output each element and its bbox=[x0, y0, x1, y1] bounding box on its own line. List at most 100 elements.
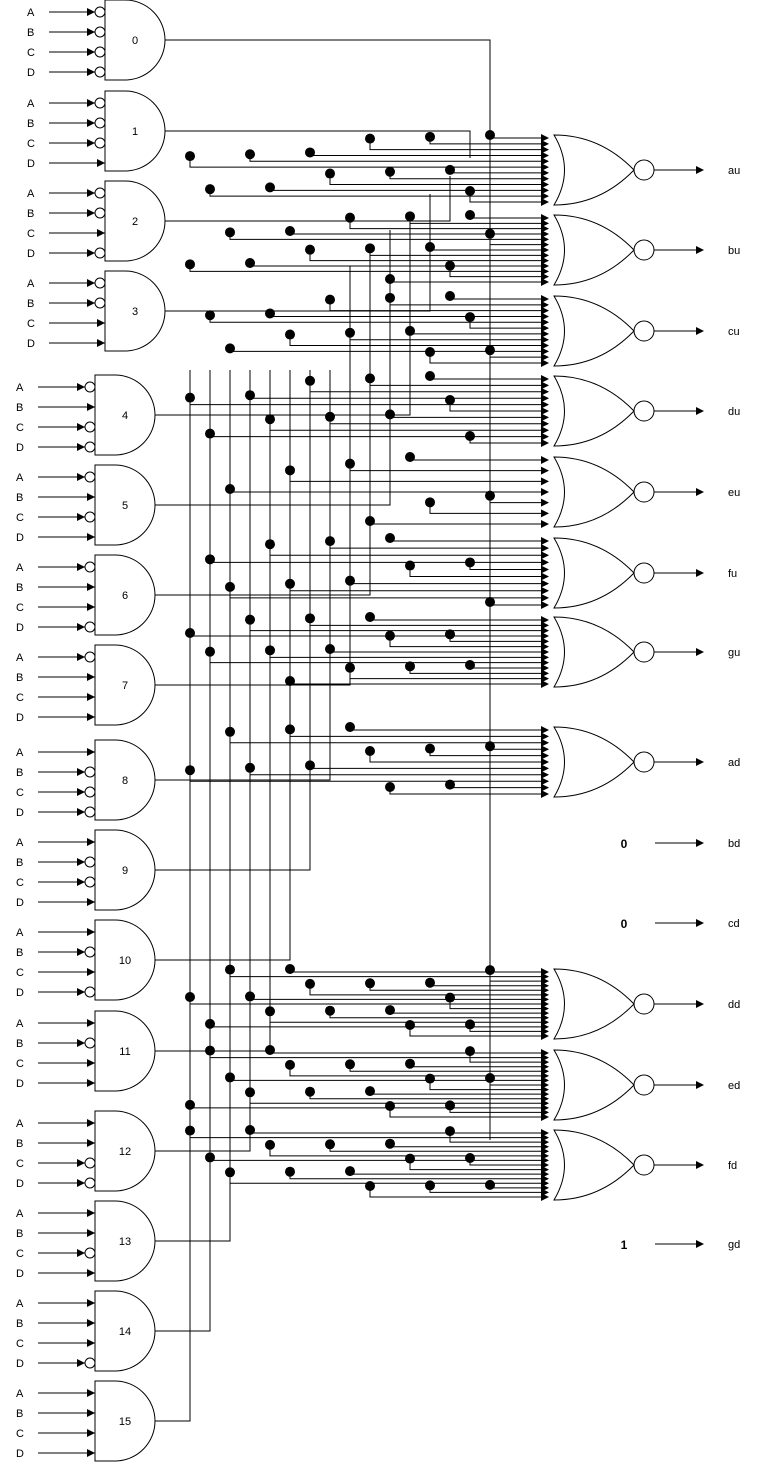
fan-in-arrowhead bbox=[541, 145, 549, 154]
and-gate-label-5: 5 bbox=[122, 500, 128, 512]
fan-in-wire bbox=[389, 414, 548, 418]
output-label-du: du bbox=[728, 406, 740, 418]
junction-dot bbox=[425, 743, 435, 754]
junction-dot bbox=[365, 243, 375, 254]
junction-dot bbox=[425, 371, 435, 381]
fan-in-arrowhead bbox=[541, 509, 549, 518]
fan-in-arrowhead bbox=[541, 544, 549, 553]
input-arrowhead bbox=[77, 443, 85, 451]
fan-in-arrowhead bbox=[541, 601, 549, 609]
nor-gate-fd bbox=[553, 1129, 635, 1201]
junction-dot bbox=[485, 741, 495, 752]
junction-dot bbox=[285, 676, 295, 686]
inversion-bubble bbox=[84, 1247, 96, 1259]
nor-gate-bu bbox=[553, 214, 635, 286]
nor-bubble-ed bbox=[633, 1074, 655, 1096]
fan-in-arrowhead bbox=[541, 758, 549, 766]
input-label-c: C bbox=[16, 967, 24, 979]
and-gate-label-8: 8 bbox=[122, 775, 128, 787]
and-gate-label-1: 1 bbox=[132, 126, 138, 138]
input-label-c: C bbox=[27, 138, 35, 150]
fan-in-arrowhead bbox=[541, 419, 549, 428]
input-label-c: C bbox=[16, 422, 24, 434]
junction-dot bbox=[265, 539, 275, 550]
fan-in-arrowhead bbox=[541, 235, 549, 244]
fan-in-wire bbox=[229, 232, 548, 240]
input-label-c: C bbox=[16, 512, 24, 524]
input-label-a: A bbox=[16, 747, 24, 759]
input-label-c: C bbox=[16, 1158, 24, 1170]
junction-dot bbox=[405, 1020, 415, 1030]
and-gate-label-10: 10 bbox=[119, 955, 131, 967]
fan-in-wire bbox=[189, 264, 548, 272]
fan-in-wire bbox=[309, 618, 548, 626]
input-arrowhead bbox=[87, 189, 95, 197]
fan-in-wire bbox=[409, 666, 548, 674]
input-arrowhead bbox=[87, 1139, 95, 1147]
input-label-d: D bbox=[16, 897, 24, 909]
junction-dot bbox=[465, 1046, 475, 1057]
fan-in-wire bbox=[489, 746, 548, 750]
inversion-bubble bbox=[94, 26, 106, 38]
junction-dot bbox=[485, 228, 495, 239]
and-gate-label-6: 6 bbox=[122, 590, 128, 602]
input-arrowhead bbox=[87, 1299, 95, 1307]
fan-in-arrowhead bbox=[541, 751, 549, 760]
fan-in-wire bbox=[209, 1023, 548, 1028]
fan-in-arrowhead bbox=[541, 335, 549, 344]
fan-in-arrowhead bbox=[541, 593, 549, 602]
fan-in-arrowhead bbox=[541, 347, 549, 356]
output-label-gd: gd bbox=[728, 1239, 740, 1251]
nor-gate-fu bbox=[553, 537, 635, 609]
input-label-b: B bbox=[16, 1318, 23, 1330]
junction-dot bbox=[385, 533, 395, 543]
junction-dot bbox=[245, 762, 255, 773]
junction-dot bbox=[485, 965, 495, 976]
nor-bubble-dd bbox=[633, 993, 655, 1015]
fan-in-wire bbox=[489, 1184, 548, 1189]
inversion-bubble bbox=[84, 471, 96, 483]
fan-in-arrowhead bbox=[541, 240, 549, 249]
junction-dot bbox=[245, 1087, 255, 1098]
input-arrowhead bbox=[87, 693, 95, 701]
and-gate-0 bbox=[104, 0, 166, 81]
inversion-bubble bbox=[84, 1177, 96, 1189]
fan-in-wire bbox=[369, 1091, 548, 1095]
fan-in-wire bbox=[309, 1091, 548, 1100]
output-arrowhead bbox=[696, 648, 704, 656]
input-label-b: B bbox=[16, 947, 23, 959]
input-arrowhead bbox=[77, 858, 85, 866]
junction-dot bbox=[185, 151, 195, 162]
fan-in-arrowhead bbox=[541, 256, 549, 265]
input-label-d: D bbox=[16, 532, 24, 544]
input-label-b: B bbox=[16, 1138, 23, 1150]
fan-in-arrowhead bbox=[541, 777, 549, 786]
input-arrowhead bbox=[77, 768, 85, 776]
fan-in-arrowhead bbox=[541, 642, 549, 651]
input-arrowhead bbox=[87, 1449, 95, 1457]
junction-dot bbox=[485, 1073, 495, 1083]
input-arrowhead bbox=[87, 1079, 95, 1087]
input-label-b: B bbox=[16, 767, 23, 779]
input-label-a: A bbox=[16, 652, 24, 664]
junction-dot bbox=[185, 1099, 195, 1110]
input-arrowhead bbox=[87, 1339, 95, 1347]
output-arrowhead bbox=[696, 569, 704, 577]
junction-dot bbox=[205, 1018, 215, 1029]
and-gate-15 bbox=[94, 1380, 156, 1462]
input-label-c: C bbox=[16, 692, 24, 704]
input-arrowhead bbox=[87, 533, 95, 541]
input-label-c: C bbox=[27, 47, 35, 59]
junction-dot bbox=[345, 458, 355, 469]
input-label-b: B bbox=[27, 118, 34, 130]
output-label-bu: bu bbox=[728, 245, 740, 257]
nor-bubble-fu bbox=[633, 562, 655, 584]
junction-dot bbox=[285, 1166, 295, 1177]
junction-dot bbox=[385, 782, 395, 792]
fan-in-wire bbox=[309, 152, 548, 156]
input-arrowhead bbox=[87, 928, 95, 936]
inversion-bubble bbox=[84, 856, 96, 868]
fan-in-wire bbox=[369, 617, 548, 621]
inversion-bubble bbox=[84, 806, 96, 818]
